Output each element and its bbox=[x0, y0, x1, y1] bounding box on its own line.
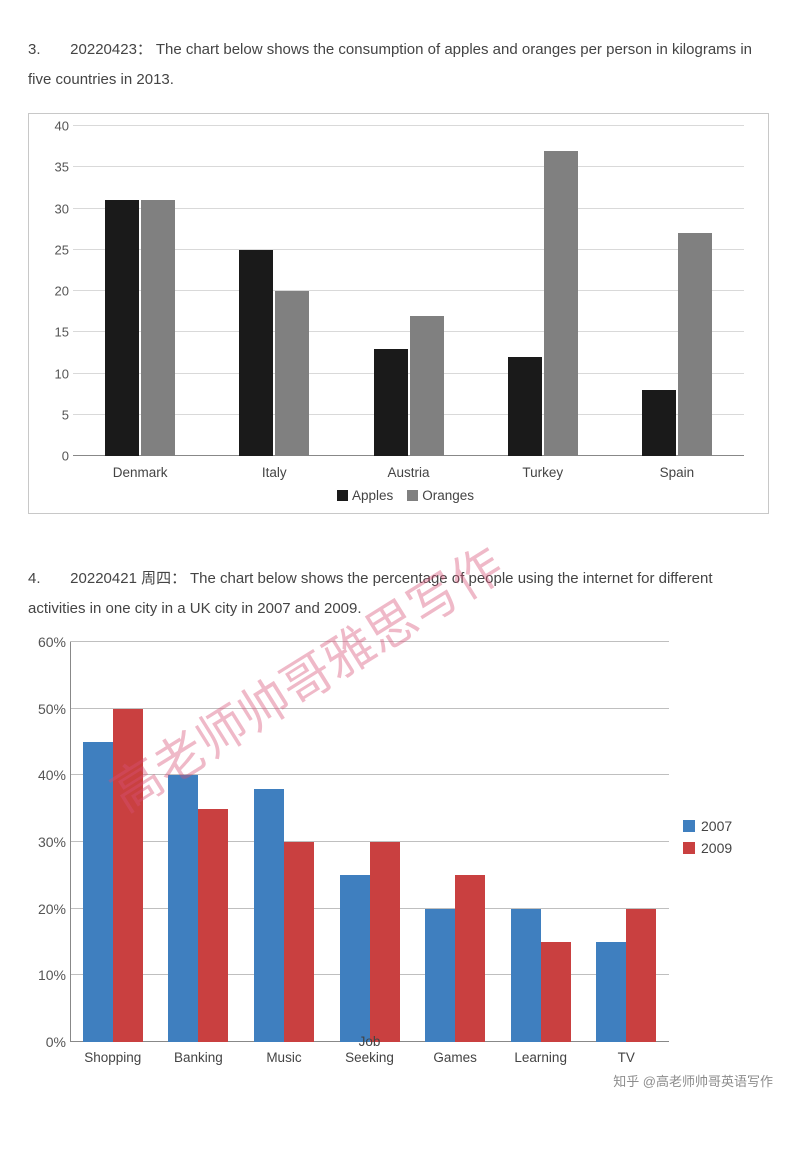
chart-1-bar bbox=[642, 390, 676, 456]
chart-1-group: Italy bbox=[207, 126, 341, 456]
chart-1-ytick-label: 5 bbox=[43, 407, 69, 422]
chart-2-group: Job Seeking bbox=[327, 642, 413, 1042]
question-2-text: 4. 20220421 周四： The chart below shows th… bbox=[28, 564, 769, 624]
chart-2-ytick-label: 40% bbox=[28, 767, 66, 783]
chart-2-group: Shopping bbox=[70, 642, 156, 1042]
chart-2-xtick-label: Games bbox=[412, 1050, 498, 1066]
chart-1-group: Turkey bbox=[476, 126, 610, 456]
chart-1-ytick-label: 15 bbox=[43, 325, 69, 340]
chart-1-group: Denmark bbox=[73, 126, 207, 456]
chart-2-bar bbox=[254, 789, 284, 1042]
question-1-text: 3. 20220423： The chart below shows the c… bbox=[28, 35, 769, 95]
chart-2-xtick-label: Banking bbox=[156, 1050, 242, 1066]
chart-1-bar bbox=[544, 151, 578, 456]
chart-1-legend-swatch bbox=[337, 490, 348, 501]
chart-1-legend-label: Apples bbox=[352, 488, 393, 503]
chart-2-xtick-label: Job Seeking bbox=[327, 1034, 413, 1066]
chart-2-ytick-label: 10% bbox=[28, 967, 66, 983]
chart-1-bar bbox=[105, 200, 139, 456]
chart-2-xtick-label: TV bbox=[583, 1050, 669, 1066]
chart-1-bar bbox=[410, 316, 444, 456]
chart-1-group: Spain bbox=[610, 126, 744, 456]
chart-2-wrap: 0%10%20%30%40%50%60%ShoppingBankingMusic… bbox=[28, 642, 769, 1082]
chart-1-ytick-label: 10 bbox=[43, 366, 69, 381]
chart-1-xtick-label: Austria bbox=[341, 465, 475, 480]
chart-1-bar bbox=[678, 233, 712, 456]
chart-1-ytick-label: 0 bbox=[43, 449, 69, 464]
footer-credit: 知乎 @高老师帅哥英语写作 bbox=[613, 1071, 773, 1090]
chart-2-bar bbox=[626, 909, 656, 1042]
chart-2-legend-swatch bbox=[683, 842, 695, 854]
chart-1-ytick-label: 20 bbox=[43, 284, 69, 299]
chart-1-xtick-label: Turkey bbox=[476, 465, 610, 480]
chart-2-bar bbox=[541, 942, 571, 1042]
question-1-number: 3. bbox=[28, 35, 56, 65]
chart-2-ytick-label: 50% bbox=[28, 701, 66, 717]
chart-2-group: TV bbox=[583, 642, 669, 1042]
chart-2-ytick-label: 30% bbox=[28, 834, 66, 850]
chart-1-plot: 0510152025303540DenmarkItalyAustriaTurke… bbox=[73, 126, 744, 456]
chart-2-xtick-label: Music bbox=[241, 1050, 327, 1066]
chart-2-bar bbox=[455, 875, 485, 1042]
chart-2-legend: 2007 2009 bbox=[683, 812, 769, 862]
chart-2-xtick-label: Shopping bbox=[70, 1050, 156, 1066]
chart-2-legend-label: 2009 bbox=[701, 840, 732, 856]
chart-2-group: Music bbox=[241, 642, 327, 1042]
question-2-date: 20220421 周四： bbox=[70, 564, 186, 594]
chart-2-plot: 0%10%20%30%40%50%60%ShoppingBankingMusic… bbox=[70, 642, 669, 1042]
chart-1-legend-label: Oranges bbox=[422, 488, 474, 503]
chart-2-bar bbox=[113, 709, 143, 1042]
chart-2-bar bbox=[198, 809, 228, 1042]
chart-2-legend-row: 2009 bbox=[683, 840, 769, 856]
chart-1-bar bbox=[141, 200, 175, 456]
chart-2-ytick-label: 0% bbox=[28, 1034, 66, 1050]
chart-1-legend: Apples Oranges bbox=[43, 484, 754, 503]
chart-1-ytick-label: 25 bbox=[43, 242, 69, 257]
chart-1-bar bbox=[239, 250, 273, 456]
chart-2-xtick-label: Learning bbox=[498, 1050, 584, 1066]
chart-1-legend-swatch bbox=[407, 490, 418, 501]
chart-2-bar bbox=[370, 842, 400, 1042]
chart-1-xtick-label: Spain bbox=[610, 465, 744, 480]
chart-1-xtick-label: Denmark bbox=[73, 465, 207, 480]
chart-2-group: Learning bbox=[498, 642, 584, 1042]
question-1-date: 20220423： bbox=[70, 35, 152, 65]
chart-2-legend-row: 2007 bbox=[683, 818, 769, 834]
chart-1-group: Austria bbox=[341, 126, 475, 456]
chart-1-bar bbox=[374, 349, 408, 456]
chart-2-group: Banking bbox=[156, 642, 242, 1042]
chart-2-ytick-label: 60% bbox=[28, 634, 66, 650]
chart-1-frame: 0 5 10 15 20 25 30 35 40 DenmarkItalyAustriaTurke… bbox=[28, 113, 769, 514]
chart-2-group: Games bbox=[412, 642, 498, 1042]
chart-2-bar bbox=[596, 942, 626, 1042]
chart-1-ytick-label: 40 bbox=[43, 119, 69, 134]
chart-2-ytick-label: 20% bbox=[28, 901, 66, 917]
chart-2-bar bbox=[83, 742, 113, 1042]
chart-1-ytick-label: 35 bbox=[43, 160, 69, 175]
chart-2-bar bbox=[340, 875, 370, 1042]
chart-1-ytick-label: 30 bbox=[43, 201, 69, 216]
chart-2-bar bbox=[168, 775, 198, 1042]
chart-1-bar bbox=[508, 357, 542, 456]
chart-2-bar bbox=[425, 909, 455, 1042]
chart-2-bar bbox=[284, 842, 314, 1042]
chart-2-bar bbox=[511, 909, 541, 1042]
chart-1-bar bbox=[275, 291, 309, 456]
chart-1-xtick-label: Italy bbox=[207, 465, 341, 480]
question-2-number: 4. bbox=[28, 564, 56, 594]
chart-2-legend-swatch bbox=[683, 820, 695, 832]
chart-2-legend-label: 2007 bbox=[701, 818, 732, 834]
